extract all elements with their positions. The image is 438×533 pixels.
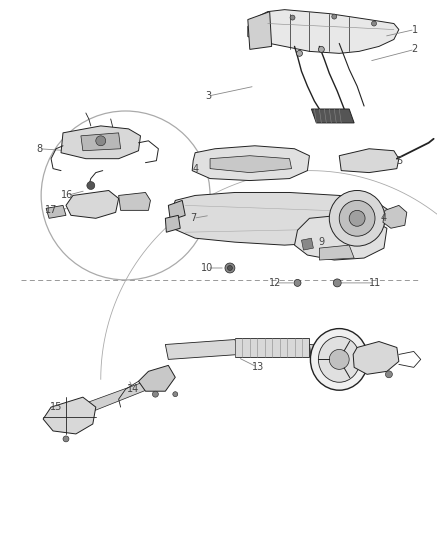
Text: 11: 11 [369,278,381,288]
Polygon shape [165,340,240,359]
Circle shape [173,392,178,397]
Circle shape [96,136,106,146]
Circle shape [333,279,341,287]
Polygon shape [309,344,357,361]
Polygon shape [383,205,407,228]
Polygon shape [301,238,314,250]
Circle shape [152,391,159,397]
Polygon shape [339,149,399,173]
Polygon shape [170,192,389,245]
Text: 16: 16 [61,190,73,200]
Circle shape [63,436,69,442]
Polygon shape [210,156,292,173]
Circle shape [349,211,365,226]
Polygon shape [311,109,354,123]
Polygon shape [138,365,175,391]
Polygon shape [43,397,96,434]
Polygon shape [46,205,66,219]
Polygon shape [192,146,309,181]
Polygon shape [294,215,387,260]
Circle shape [385,371,392,378]
Circle shape [332,14,337,19]
Polygon shape [61,126,141,159]
Polygon shape [235,337,309,358]
Text: 1: 1 [412,25,418,35]
Circle shape [297,51,303,56]
Circle shape [371,21,377,26]
Text: 12: 12 [268,278,281,288]
Ellipse shape [318,336,360,382]
Circle shape [318,46,324,52]
Circle shape [339,200,375,236]
Text: 4: 4 [192,164,198,174]
Text: 8: 8 [36,144,42,154]
Circle shape [227,265,233,270]
Polygon shape [81,133,120,151]
Polygon shape [165,215,180,232]
Text: 15: 15 [50,402,62,412]
Polygon shape [66,190,119,219]
Text: 13: 13 [251,362,264,373]
Polygon shape [248,10,399,53]
Text: 5: 5 [396,156,402,166]
Text: 7: 7 [190,213,196,223]
Text: 14: 14 [127,384,140,394]
Polygon shape [248,12,272,50]
Circle shape [294,279,301,286]
Text: 2: 2 [412,44,418,54]
Circle shape [329,350,349,369]
Text: 3: 3 [205,91,211,101]
Polygon shape [83,381,148,414]
Circle shape [225,263,235,273]
Text: 10: 10 [201,263,213,273]
Polygon shape [353,342,399,374]
Circle shape [329,190,385,246]
Circle shape [290,15,295,20]
Polygon shape [119,192,150,211]
Text: 4: 4 [381,213,387,223]
Text: 9: 9 [318,237,325,247]
Polygon shape [168,200,185,220]
Text: 17: 17 [45,205,57,215]
Ellipse shape [311,329,368,390]
Polygon shape [319,245,354,260]
Circle shape [87,182,95,190]
